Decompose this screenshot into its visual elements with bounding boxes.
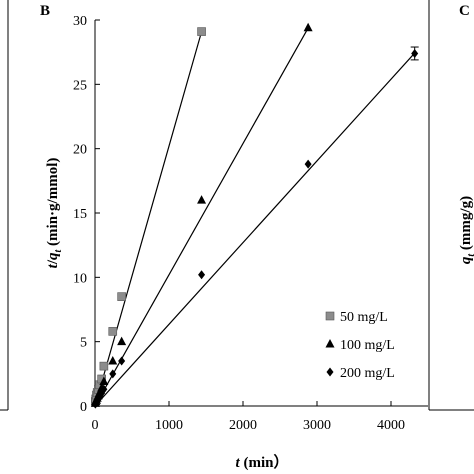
y-tick-label: 10 (73, 271, 87, 286)
y-axis-title: t/qt (min·g/mmol) (45, 158, 64, 269)
legend-label: 50 mg/L (340, 310, 388, 325)
data-point-series-2 (117, 336, 127, 346)
panel-letter-c: C (459, 3, 470, 19)
data-point-series-2 (303, 22, 313, 32)
legend-label: 100 mg/L (340, 338, 395, 353)
ylabel-var2: q (45, 252, 61, 260)
legend: 50 mg/L 100 mg/L 200 mg/L (325, 310, 395, 381)
x-tick-label: 3000 (303, 418, 331, 433)
x-axis-title: t (min） (236, 453, 289, 471)
legend-marker (326, 367, 334, 377)
ylabel-var1: t (45, 263, 61, 268)
y-tick-label: 30 (73, 14, 87, 29)
right-ylabel-sub: t (466, 253, 474, 257)
data-point-series-1 (197, 27, 206, 36)
legend-marker (325, 339, 335, 348)
data-point-series-1 (99, 361, 109, 371)
x-tick-label: 4000 (377, 418, 405, 433)
data-point-series-1 (108, 327, 118, 336)
right-ylabel-unit: (mmg/g) (458, 196, 474, 254)
data-point-series-1 (117, 292, 126, 301)
data-point-series-3 (304, 159, 312, 169)
data-point-series-3 (118, 356, 126, 366)
panel-letter-b: B (40, 3, 50, 19)
x-tick-label: 2000 (229, 418, 257, 433)
y-tick-label: 25 (73, 78, 87, 93)
y-tick-label: 20 (73, 143, 87, 158)
points-group (90, 22, 419, 409)
y-tick-label: 5 (80, 336, 87, 351)
x-tick-label: 1000 (155, 418, 183, 433)
right-ylabel-q: q (458, 256, 474, 264)
xlabel-unit: (min） (240, 453, 289, 471)
data-point-series-2 (108, 355, 118, 365)
fit-line-series-1 (94, 31, 203, 407)
data-point-series-3 (109, 369, 117, 379)
data-point-series-3 (411, 48, 419, 58)
data-point-series-2 (99, 376, 109, 386)
fit-lines-group (94, 27, 416, 407)
data-point-series-3 (198, 270, 206, 280)
x-tick-label: 0 (92, 418, 99, 433)
y-tick-label: 15 (73, 207, 87, 222)
fit-line-series-3 (94, 52, 416, 407)
right-panel-ylabel: qt (mmg/g) (458, 196, 474, 264)
ylabel-slash: / (45, 259, 61, 265)
y-tick-label: 0 (80, 400, 87, 415)
legend-label: 200 mg/L (340, 366, 395, 381)
ylabel-sub: t (53, 249, 64, 253)
xlabel-var: t (236, 455, 241, 471)
ylabel-unit: (min·g/mmol) (45, 158, 61, 250)
legend-marker (325, 311, 335, 321)
data-point-series-2 (197, 195, 207, 204)
data-point-series-3 (100, 384, 108, 394)
fit-line-series-2 (94, 27, 309, 407)
